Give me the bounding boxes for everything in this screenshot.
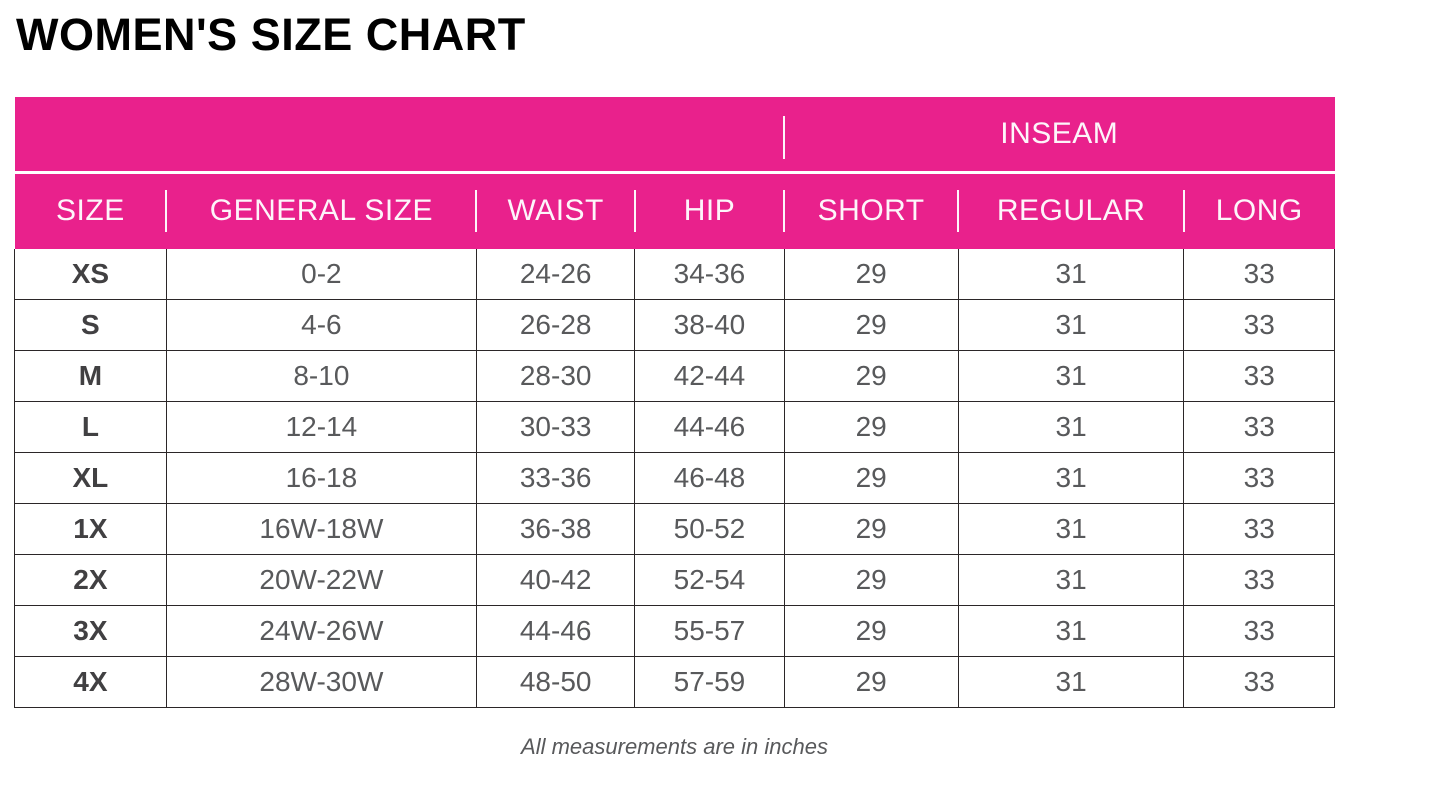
cell-inseam-short: 29 [783, 656, 959, 708]
cell-waist: 40-42 [475, 554, 636, 606]
cell-inseam-regular: 31 [957, 554, 1185, 606]
cell-inseam-regular: 31 [957, 605, 1185, 657]
column-header-row: SIZE GENERAL SIZE WAIST HIP SHORT REGULA… [14, 172, 1335, 249]
cell-inseam-short: 29 [783, 503, 959, 555]
cell-general-size: 4-6 [165, 299, 477, 351]
cell-inseam-long: 33 [1183, 350, 1335, 402]
table-row-3x: 3X 24W-26W 44-46 55-57 29 31 33 [14, 605, 1335, 657]
column-header-waist: WAIST [475, 172, 635, 249]
cell-hip: 38-40 [634, 299, 785, 351]
table-row-l: L 12-14 30-33 44-46 29 31 33 [14, 401, 1335, 453]
cell-inseam-short: 29 [783, 350, 959, 402]
cell-waist: 33-36 [475, 452, 636, 504]
cell-inseam-long: 33 [1183, 452, 1335, 504]
cell-waist: 30-33 [475, 401, 636, 453]
cell-inseam-regular: 31 [957, 401, 1185, 453]
cell-inseam-short: 29 [783, 605, 959, 657]
group-header-row: INSEAM [14, 96, 1335, 174]
column-header-size: SIZE [14, 172, 167, 249]
page-title: WOMEN'S SIZE CHART [16, 9, 526, 60]
cell-inseam-long: 33 [1183, 554, 1335, 606]
cell-inseam-regular: 31 [957, 503, 1185, 555]
cell-general-size: 16-18 [165, 452, 477, 504]
column-header-general-size: GENERAL SIZE [165, 172, 477, 249]
cell-hip: 52-54 [634, 554, 785, 606]
cell-inseam-short: 29 [783, 401, 959, 453]
cell-inseam-short: 29 [783, 554, 959, 606]
table-row-1x: 1X 16W-18W 36-38 50-52 29 31 33 [14, 503, 1335, 555]
cell-waist: 26-28 [475, 299, 636, 351]
cell-inseam-long: 33 [1183, 248, 1335, 300]
cell-general-size: 20W-22W [165, 554, 477, 606]
cell-inseam-long: 33 [1183, 656, 1335, 708]
cell-inseam-regular: 31 [957, 350, 1185, 402]
cell-hip: 42-44 [634, 350, 785, 402]
cell-inseam-regular: 31 [957, 656, 1185, 708]
cell-inseam-long: 33 [1183, 401, 1335, 453]
group-header-blank [14, 96, 785, 174]
cell-size: XL [14, 452, 167, 504]
cell-inseam-long: 33 [1183, 503, 1335, 555]
cell-waist: 28-30 [475, 350, 636, 402]
column-header-hip: HIP [633, 172, 785, 249]
cell-size: 3X [14, 605, 167, 657]
cell-inseam-short: 29 [783, 248, 959, 300]
cell-inseam-long: 33 [1183, 299, 1335, 351]
cell-hip: 34-36 [634, 248, 785, 300]
cell-hip: 55-57 [634, 605, 785, 657]
cell-hip: 44-46 [634, 401, 785, 453]
table-row-s: S 4-6 26-28 38-40 29 31 33 [14, 299, 1335, 351]
column-header-short: SHORT [783, 172, 959, 249]
group-header-inseam: INSEAM [783, 96, 1335, 174]
cell-size: XS [14, 248, 167, 300]
cell-size: 4X [14, 656, 167, 708]
cell-inseam-regular: 31 [957, 248, 1185, 300]
table-row-xs: XS 0-2 24-26 34-36 29 31 33 [14, 248, 1335, 300]
cell-waist: 24-26 [475, 248, 636, 300]
table-row-m: M 8-10 28-30 42-44 29 31 33 [14, 350, 1335, 402]
cell-hip: 46-48 [634, 452, 785, 504]
cell-inseam-short: 29 [783, 299, 959, 351]
cell-size: L [14, 401, 167, 453]
cell-inseam-regular: 31 [957, 452, 1185, 504]
size-chart-table: INSEAM SIZE GENERAL SIZE WAIST HIP SHORT… [14, 96, 1335, 708]
table-row-4x: 4X 28W-30W 48-50 57-59 29 31 33 [14, 656, 1335, 708]
cell-waist: 36-38 [475, 503, 636, 555]
table-row-2x: 2X 20W-22W 40-42 52-54 29 31 33 [14, 554, 1335, 606]
cell-hip: 50-52 [634, 503, 785, 555]
cell-general-size: 16W-18W [165, 503, 477, 555]
cell-size: S [14, 299, 167, 351]
table-row-xl: XL 16-18 33-36 46-48 29 31 33 [14, 452, 1335, 504]
cell-general-size: 24W-26W [165, 605, 477, 657]
cell-size: 2X [14, 554, 167, 606]
cell-general-size: 0-2 [165, 248, 477, 300]
cell-waist: 48-50 [475, 656, 636, 708]
table-header: INSEAM SIZE GENERAL SIZE WAIST HIP SHORT… [14, 96, 1335, 249]
table-body: XS 0-2 24-26 34-36 29 31 33 S 4-6 26-28 … [14, 248, 1335, 708]
cell-general-size: 12-14 [165, 401, 477, 453]
cell-inseam-long: 33 [1183, 605, 1335, 657]
cell-hip: 57-59 [634, 656, 785, 708]
column-header-regular: REGULAR [957, 172, 1184, 249]
cell-inseam-short: 29 [783, 452, 959, 504]
footnote: All measurements are in inches [521, 734, 828, 759]
cell-waist: 44-46 [475, 605, 636, 657]
column-header-long: LONG [1182, 172, 1335, 249]
cell-inseam-regular: 31 [957, 299, 1185, 351]
cell-general-size: 8-10 [165, 350, 477, 402]
cell-size: 1X [14, 503, 167, 555]
cell-size: M [14, 350, 167, 402]
cell-general-size: 28W-30W [165, 656, 477, 708]
